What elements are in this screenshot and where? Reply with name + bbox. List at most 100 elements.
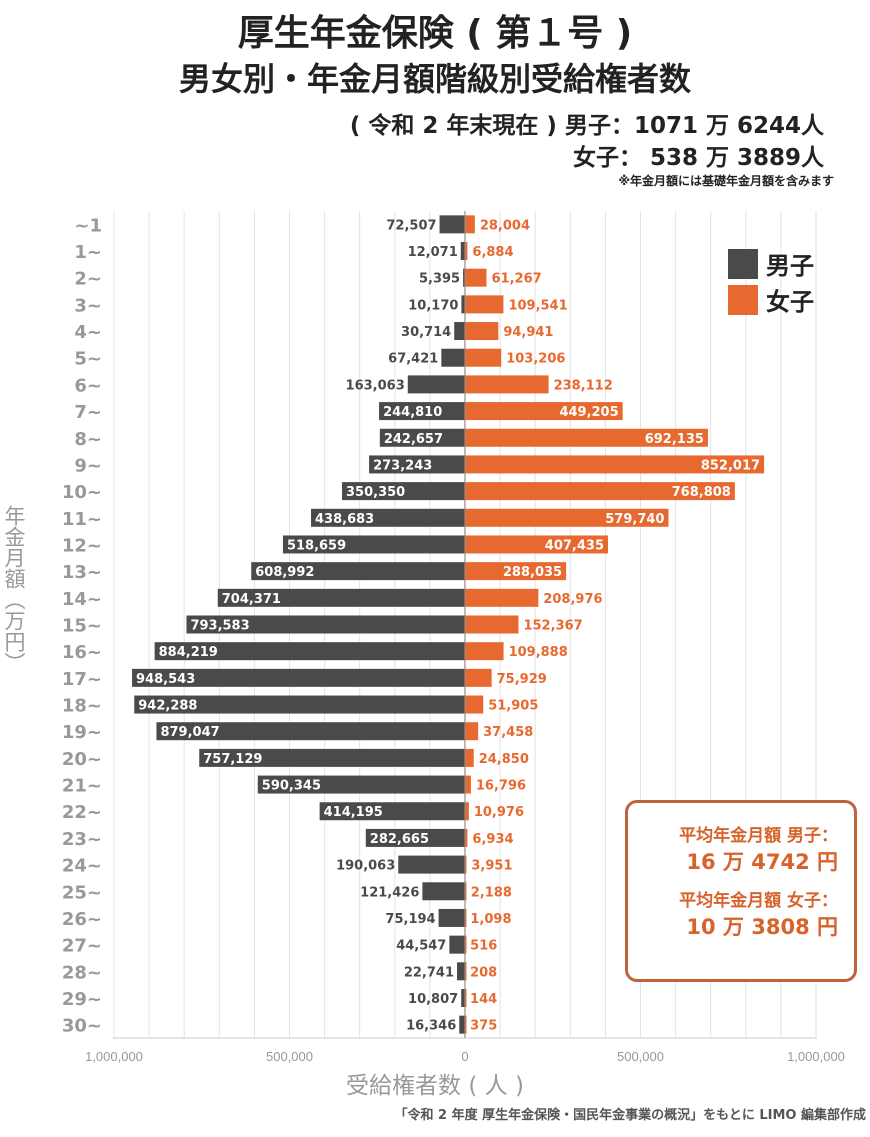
y-tick-label: 5~ bbox=[74, 349, 102, 370]
bar-female bbox=[465, 962, 467, 981]
average-female-value: 10 万 3808 円 bbox=[686, 915, 838, 939]
bar-male bbox=[379, 428, 465, 447]
y-tick-label: 28~ bbox=[62, 962, 102, 983]
data-label-female: 75,929 bbox=[497, 672, 547, 687]
bar-male bbox=[422, 882, 465, 901]
y-axis-title: 年金月額（万円） bbox=[2, 505, 26, 673]
bar-male bbox=[441, 348, 465, 367]
chart-title: 厚生年金保険 ( 第１号 ) bbox=[237, 13, 633, 54]
bar-male bbox=[132, 668, 465, 687]
bar-male bbox=[439, 215, 465, 234]
bar-female bbox=[465, 402, 623, 421]
data-label-male: 121,426 bbox=[360, 885, 419, 900]
data-label-female: 208,976 bbox=[543, 592, 602, 607]
bar-female bbox=[465, 988, 467, 1007]
y-tick-label: 24~ bbox=[62, 856, 102, 877]
y-tick-label: 10~ bbox=[62, 482, 102, 503]
data-label-female: 6,884 bbox=[472, 245, 513, 260]
bar-male bbox=[459, 1015, 465, 1034]
data-label-male: 67,421 bbox=[388, 352, 438, 367]
x-axis-title: 受給権者数 ( 人 ) bbox=[346, 1073, 524, 1099]
y-tick-label: 13~ bbox=[62, 562, 102, 583]
data-label-female: 579,740 bbox=[605, 512, 664, 527]
bar-male bbox=[365, 828, 465, 847]
y-tick-label: 25~ bbox=[62, 882, 102, 903]
data-label-female: 24,850 bbox=[479, 752, 529, 767]
data-label-female: 16,796 bbox=[476, 779, 526, 794]
bar-female bbox=[465, 508, 669, 527]
data-label-female: 768,808 bbox=[672, 485, 731, 500]
data-label-female: 208 bbox=[470, 965, 497, 980]
y-tick-label: 1~ bbox=[74, 242, 102, 263]
bar-female bbox=[465, 562, 567, 581]
bar-female bbox=[465, 535, 609, 554]
data-label-female: 6,934 bbox=[472, 832, 513, 847]
bar-male bbox=[217, 588, 465, 607]
average-box: 平均年金月額 男子： 16 万 4742 円 平均年金月額 女子： 10 万 3… bbox=[625, 800, 857, 982]
data-label-male: 518,659 bbox=[287, 538, 346, 553]
x-tick-label: 1,000,000 bbox=[85, 1049, 143, 1064]
bar-female bbox=[465, 268, 487, 287]
data-label-male: 438,683 bbox=[315, 512, 374, 527]
bar-female bbox=[465, 348, 502, 367]
data-label-female: 692,135 bbox=[645, 432, 704, 447]
bar-male bbox=[454, 322, 465, 341]
data-label-female: 288,035 bbox=[503, 565, 562, 580]
legend-swatch-male bbox=[728, 248, 758, 279]
y-tick-label: 21~ bbox=[62, 776, 102, 797]
bar-female bbox=[465, 1015, 467, 1034]
bar-male bbox=[449, 935, 465, 954]
data-label-female: 375 bbox=[470, 1019, 497, 1034]
bar-male bbox=[379, 402, 465, 421]
bar-female bbox=[465, 615, 519, 634]
bar-female bbox=[465, 802, 469, 821]
legend-label-male: 男子 bbox=[766, 252, 814, 280]
x-tick-label: 1,000,000 bbox=[787, 1049, 845, 1064]
bar-female bbox=[465, 668, 492, 687]
bar-male bbox=[457, 962, 465, 981]
data-label-male: 10,170 bbox=[408, 298, 458, 313]
bar-male bbox=[342, 482, 465, 501]
bar-female bbox=[465, 722, 479, 741]
data-label-male: 10,807 bbox=[408, 992, 458, 1007]
y-tick-label: 27~ bbox=[62, 936, 102, 957]
bar-female bbox=[465, 375, 549, 394]
bar-male bbox=[438, 908, 465, 927]
bar-female bbox=[465, 455, 765, 474]
y-tick-label: 17~ bbox=[62, 669, 102, 690]
bar-male bbox=[461, 988, 465, 1007]
bar-male bbox=[463, 268, 465, 287]
x-tick-label: 500,000 bbox=[617, 1049, 664, 1064]
data-label-male: 879,047 bbox=[160, 725, 219, 740]
data-label-male: 414,195 bbox=[324, 805, 383, 820]
y-tick-label: 3~ bbox=[74, 295, 102, 316]
data-label-female: 51,905 bbox=[488, 699, 538, 714]
bar-male bbox=[186, 615, 465, 634]
data-label-male: 75,194 bbox=[385, 912, 435, 927]
y-tick-label: 15~ bbox=[62, 616, 102, 637]
y-tick-label: 18~ bbox=[62, 696, 102, 717]
data-label-male: 72,507 bbox=[386, 218, 436, 233]
bar-female bbox=[465, 322, 499, 341]
y-tick-label: 4~ bbox=[74, 322, 102, 343]
data-label-male: 942,288 bbox=[138, 699, 197, 714]
data-label-male: 273,243 bbox=[373, 458, 432, 473]
male-total: ( 令和 2 年末現在 ) 男子：1071 万 6244人 bbox=[349, 113, 824, 139]
y-tick-label: 11~ bbox=[62, 509, 102, 530]
note: ※年金月額には基礎年金月額を含みます bbox=[618, 174, 834, 188]
female-total: 女子： 538 万 3889人 bbox=[572, 145, 824, 171]
data-label-male: 242,657 bbox=[384, 432, 443, 447]
bar-female bbox=[465, 588, 539, 607]
y-tick-label: 12~ bbox=[62, 535, 102, 556]
data-label-female: 109,888 bbox=[509, 645, 568, 660]
bar-female bbox=[465, 855, 467, 874]
data-label-female: 852,017 bbox=[701, 458, 760, 473]
data-label-male: 704,371 bbox=[222, 592, 281, 607]
data-label-female: 28,004 bbox=[480, 218, 530, 233]
y-tick-label: 16~ bbox=[62, 642, 102, 663]
data-label-male: 244,810 bbox=[383, 405, 442, 420]
bar-female bbox=[465, 748, 474, 767]
data-label-male: 30,714 bbox=[401, 325, 451, 340]
y-tick-label: 8~ bbox=[74, 429, 102, 450]
